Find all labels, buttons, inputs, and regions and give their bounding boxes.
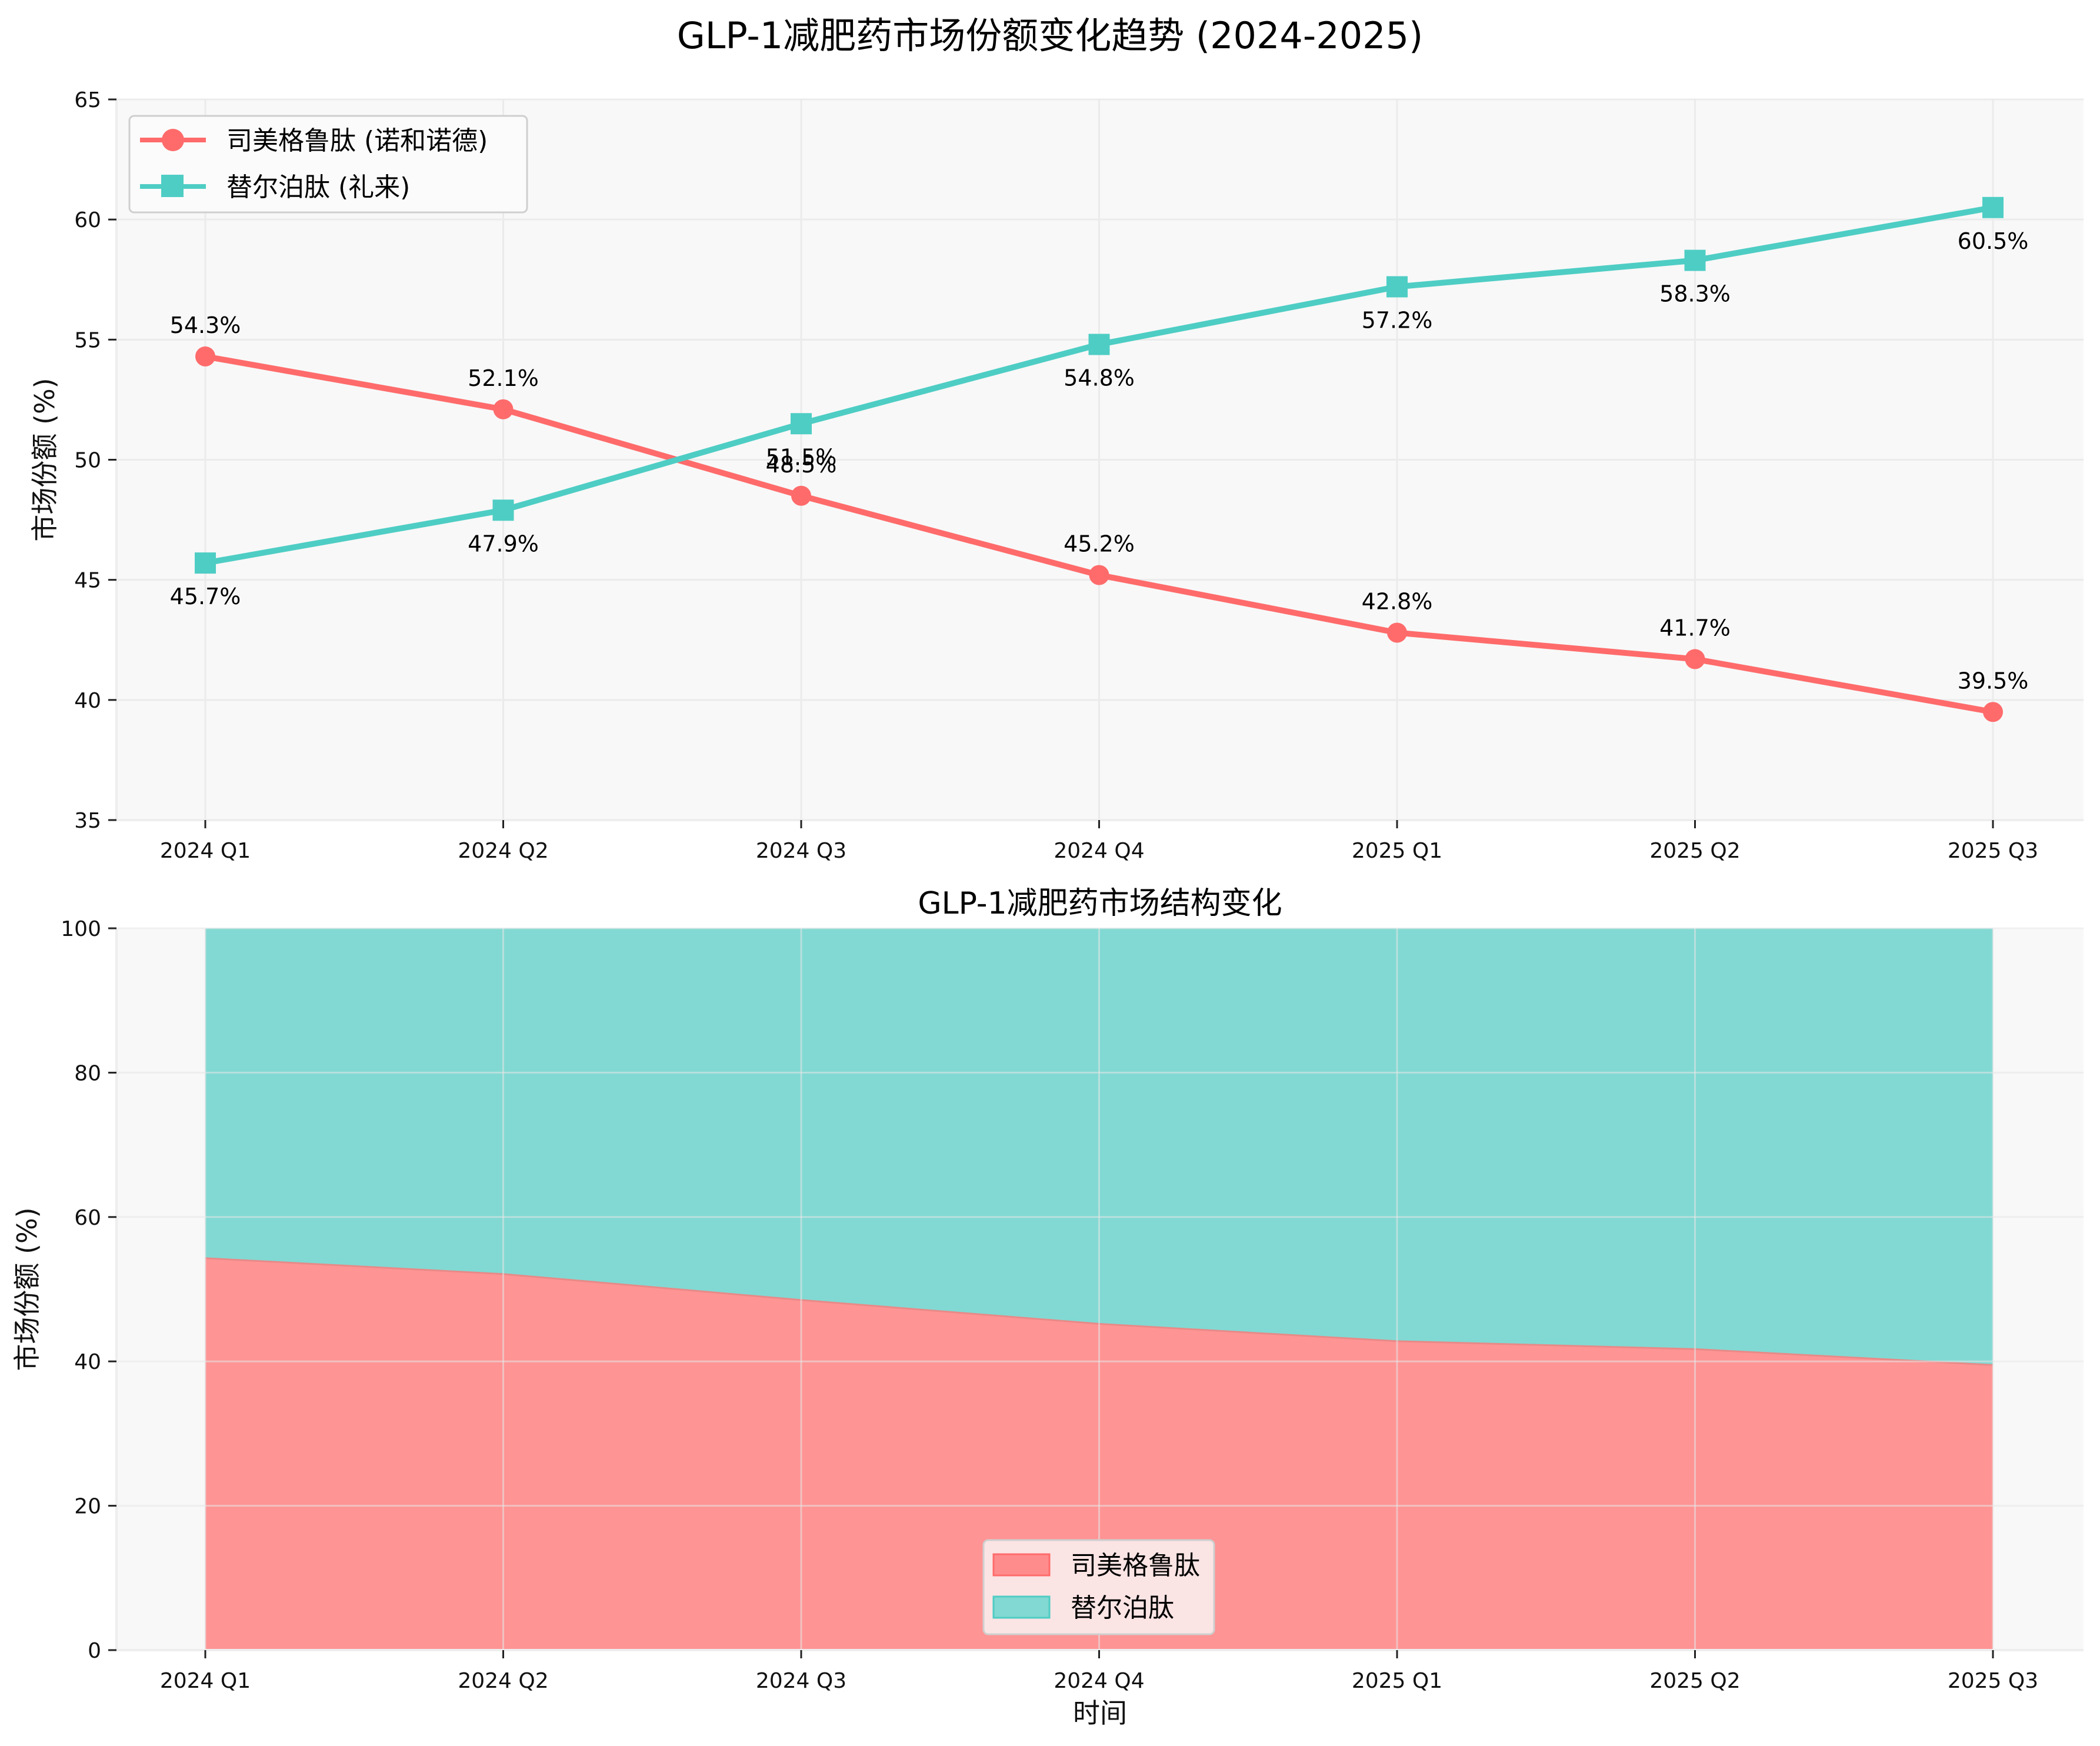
legend: 司美格鲁肽 替尔泊肽 bbox=[982, 1539, 1215, 1635]
x-tick-label: 2025 Q2 bbox=[1649, 839, 1740, 863]
x-tick-label: 2025 Q3 bbox=[1948, 839, 2038, 863]
data-label: 41.7% bbox=[1659, 615, 1731, 641]
y-tick-label: 65 bbox=[74, 88, 101, 112]
y-tick-label: 20 bbox=[74, 1495, 101, 1519]
x-tick-label: 2024 Q3 bbox=[756, 1669, 846, 1693]
data-label: 54.3% bbox=[170, 312, 241, 338]
data-label: 42.8% bbox=[1362, 589, 1433, 615]
x-tick-label: 2024 Q4 bbox=[1054, 1669, 1144, 1693]
circle-marker-icon bbox=[162, 129, 184, 151]
y-tick-label: 50 bbox=[74, 449, 101, 473]
x-tick-label: 2024 Q1 bbox=[160, 1669, 251, 1693]
y-tick-label: 100 bbox=[61, 917, 101, 941]
data-label: 47.9% bbox=[468, 531, 539, 557]
y-tick-label: 60 bbox=[74, 208, 101, 232]
x-axis: 2024 Q1 2024 Q2 2024 Q3 2024 Q4 2025 Q1 2025 … bbox=[160, 820, 2038, 863]
circle-marker-icon bbox=[1387, 622, 1407, 643]
square-marker-icon bbox=[1088, 334, 1110, 355]
data-labels: 54.3% 52.1% 48.5% 45.2% 42.8% 41.7% 39.5% 45.7%… bbox=[170, 228, 2029, 694]
data-label: 52.1% bbox=[468, 365, 539, 391]
legend-swatch-tirzepatide bbox=[992, 1595, 1051, 1619]
square-marker-icon bbox=[791, 413, 812, 435]
y-axis: 35 40 45 50 55 60 65 bbox=[74, 88, 116, 833]
square-marker-icon bbox=[1386, 276, 1408, 298]
data-label: 58.3% bbox=[1659, 281, 1731, 307]
x-tick-label: 2025 Q3 bbox=[1948, 1669, 2038, 1693]
y-tick-label: 80 bbox=[74, 1061, 101, 1085]
line-series bbox=[195, 196, 2004, 722]
x-tick-label: 2024 Q4 bbox=[1054, 839, 1144, 863]
circle-marker-icon bbox=[195, 346, 215, 366]
data-label: 45.2% bbox=[1064, 531, 1135, 557]
circle-marker-icon bbox=[493, 399, 514, 419]
y-tick-label: 45 bbox=[74, 569, 101, 593]
x-tick-label: 2025 Q1 bbox=[1352, 839, 1442, 863]
x-tick-label: 2024 Q1 bbox=[160, 839, 251, 863]
y-tick-label: 0 bbox=[88, 1639, 101, 1663]
circle-marker-icon bbox=[1089, 565, 1109, 585]
y-axis-label: 市场份额 (%) bbox=[29, 378, 61, 541]
y-tick-label: 40 bbox=[74, 689, 101, 713]
legend-label-semaglutide: 司美格鲁肽 (诺和诺德) bbox=[226, 126, 488, 156]
x-tick-label: 2024 Q3 bbox=[756, 839, 846, 863]
data-label: 39.5% bbox=[1958, 668, 2029, 694]
data-label: 51.5% bbox=[766, 444, 837, 470]
y-axis: 0 20 40 60 80 100 bbox=[61, 917, 116, 1663]
legend-swatch-semaglutide bbox=[992, 1553, 1051, 1577]
square-marker-icon bbox=[1982, 196, 2004, 218]
y-axis-label: 市场份额 (%) bbox=[11, 1207, 43, 1371]
figure-title: GLP-1减肥药市场份额变化趋势 (2024-2025) bbox=[677, 14, 1423, 57]
chart-title: GLP-1减肥药市场结构变化 bbox=[918, 886, 1282, 921]
x-tick-label: 2025 Q2 bbox=[1649, 1669, 1740, 1693]
data-label: 48.5% bbox=[766, 452, 837, 478]
y-tick-label: 40 bbox=[74, 1350, 101, 1374]
x-tick-label: 2024 Q2 bbox=[458, 839, 548, 863]
x-tick-label: 2024 Q2 bbox=[458, 1669, 548, 1693]
y-tick-label: 55 bbox=[74, 328, 101, 352]
legend-label-semaglutide: 司美格鲁肽 bbox=[1071, 1551, 1200, 1581]
x-tick-label: 2025 Q1 bbox=[1352, 1669, 1442, 1693]
legend-box bbox=[128, 115, 528, 214]
circle-marker-icon bbox=[1983, 702, 2003, 722]
legend-label-tirzepatide: 替尔泊肽 (礼来) bbox=[226, 172, 410, 202]
square-marker-icon bbox=[492, 499, 514, 521]
data-label: 57.2% bbox=[1362, 308, 1433, 334]
square-marker-icon bbox=[195, 552, 216, 574]
square-marker-icon bbox=[161, 175, 184, 197]
circle-marker-icon bbox=[1685, 649, 1705, 669]
data-label: 45.7% bbox=[170, 584, 241, 609]
data-label: 60.5% bbox=[1958, 228, 2029, 254]
square-marker-icon bbox=[1684, 249, 1706, 271]
y-tick-label: 60 bbox=[74, 1206, 101, 1230]
circle-marker-icon bbox=[791, 485, 811, 506]
legend: 司美格鲁肽 (诺和诺德) 替尔泊肽 (礼来) bbox=[128, 115, 528, 214]
data-label: 54.8% bbox=[1064, 365, 1135, 391]
legend-label-tirzepatide: 替尔泊肽 bbox=[1071, 1593, 1174, 1623]
y-tick-label: 35 bbox=[74, 809, 101, 833]
x-axis-label: 时间 bbox=[1073, 1697, 1127, 1729]
x-axis: 2024 Q1 2024 Q2 2024 Q3 2024 Q4 2025 Q1 2025 … bbox=[160, 1650, 2038, 1693]
